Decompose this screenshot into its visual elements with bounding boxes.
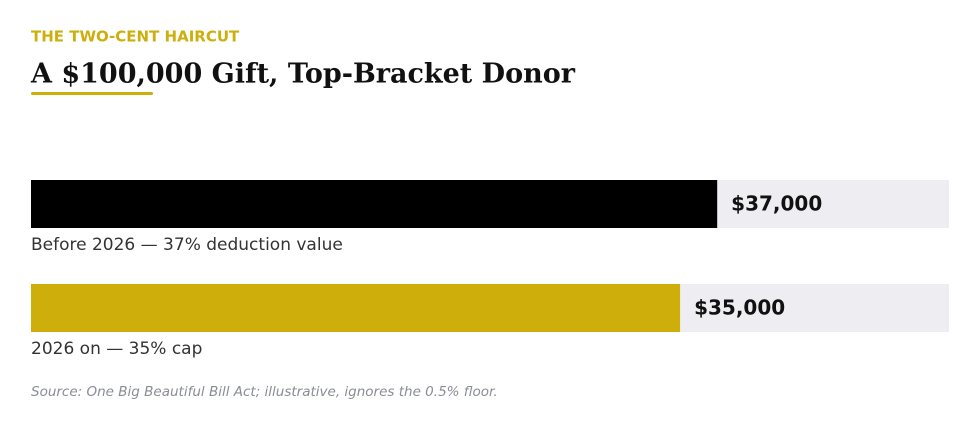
bar xyxy=(31,284,681,332)
title-underline xyxy=(31,92,153,95)
value-label: $35,000 xyxy=(694,296,785,320)
value-label: $37,000 xyxy=(731,192,822,216)
kicker: THE TWO-CENT HAIRCUT xyxy=(31,28,240,46)
bar xyxy=(31,180,718,228)
chart-title: A $100,000 Gift, Top-Bracket Donor xyxy=(30,59,576,90)
source: Source: One Big Beautiful Bill Act; illu… xyxy=(31,384,498,400)
category-label: Before 2026 — 37% deduction value xyxy=(31,235,343,255)
category-label: 2026 on — 35% cap xyxy=(31,339,202,359)
